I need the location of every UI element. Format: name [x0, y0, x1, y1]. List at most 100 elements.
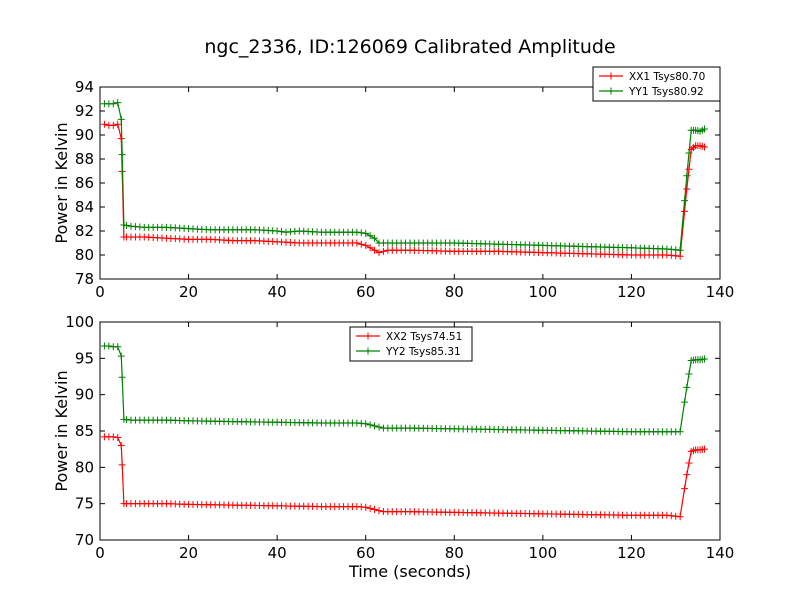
data-point — [683, 185, 691, 193]
data-point — [114, 99, 122, 107]
data-point — [701, 355, 708, 363]
x-axis-label: Time (seconds) — [348, 562, 471, 581]
data-point — [681, 207, 689, 215]
data-point — [362, 503, 370, 511]
y-tick-label: 82 — [75, 222, 94, 240]
data-point — [105, 342, 113, 350]
data-point — [366, 232, 374, 240]
data-point — [117, 442, 125, 450]
legend-label: YY2 Tsys85.31 — [385, 346, 461, 358]
y-tick-label: 78 — [75, 270, 94, 288]
data-point — [120, 221, 128, 229]
data-point — [379, 247, 387, 255]
y-tick-label: 95 — [75, 349, 94, 367]
data-point — [676, 428, 684, 436]
bottom-panel: 0 20 40 60 80 100 120 140 70 75 80 85 90 95 100 Power i… — [52, 313, 734, 581]
data-point — [683, 471, 691, 479]
data-point — [120, 415, 128, 423]
data-point — [357, 229, 365, 237]
data-point — [701, 445, 708, 453]
data-point — [371, 234, 379, 242]
data-point — [687, 357, 695, 365]
y-tick-label: 80 — [75, 458, 94, 476]
data-point — [683, 172, 691, 180]
data-point — [118, 461, 126, 469]
data-point — [681, 485, 689, 493]
legend-label: XX2 Tsys74.51 — [386, 331, 462, 343]
legend: XX1 Tsys80.70 YY1 Tsys80.92 — [592, 66, 721, 102]
legend-box — [592, 66, 721, 102]
y-tick-label: 84 — [75, 198, 94, 216]
data-point — [114, 120, 122, 128]
data-point — [366, 244, 374, 252]
data-point — [371, 422, 379, 430]
x-tick-label: 140 — [706, 544, 735, 562]
data-point — [371, 246, 379, 254]
data-point — [278, 228, 286, 236]
data-point — [118, 373, 126, 381]
legend-box — [349, 326, 473, 362]
x-tick-label: 120 — [617, 544, 646, 562]
y-tick-label: 94 — [75, 78, 94, 96]
y-axis-label: Power in Kelvin — [52, 370, 71, 491]
data-point — [375, 423, 383, 431]
y-tick-label: 90 — [75, 126, 94, 144]
data-point — [375, 249, 383, 257]
data-point — [701, 143, 708, 151]
data-point — [362, 229, 370, 237]
legend-label: YY1 Tsys80.92 — [628, 86, 704, 98]
data-point — [701, 125, 708, 133]
data-point — [685, 459, 693, 467]
data-point — [676, 252, 684, 260]
series-1-1 — [100, 120, 708, 260]
data-point — [683, 383, 691, 391]
x-tick-label: 100 — [529, 283, 558, 301]
data-point — [114, 434, 122, 442]
series-line — [104, 101, 705, 251]
data-point — [362, 420, 370, 428]
data-point — [696, 142, 704, 150]
data-point — [696, 356, 704, 364]
data-point — [118, 151, 126, 159]
data-point — [109, 100, 117, 108]
y-tick-label: 100 — [65, 313, 94, 331]
x-tick-label: 40 — [268, 283, 287, 301]
data-point — [676, 513, 684, 521]
y-axis-label: Power in Kelvin — [52, 122, 71, 243]
data-point — [117, 115, 125, 123]
legend: XX2 Tsys74.51 YY2 Tsys85.31 — [349, 326, 473, 362]
x-tick-label: 60 — [356, 544, 375, 562]
data-point — [676, 246, 684, 254]
data-point — [353, 239, 361, 247]
y-tick-label: 92 — [75, 102, 94, 120]
x-tick-label: 80 — [445, 283, 464, 301]
chart-title: ngc_2336, ID:126069 Calibrated Amplitude — [204, 36, 615, 58]
series-line — [104, 123, 705, 257]
data-point — [100, 120, 108, 128]
y-tick-label: 85 — [75, 422, 94, 440]
data-point — [696, 446, 704, 454]
data-point — [371, 505, 379, 513]
x-tick-label: 20 — [179, 544, 198, 562]
x-tick-label: 40 — [268, 544, 287, 562]
x-tick-label: 60 — [356, 283, 375, 301]
data-point — [685, 165, 693, 173]
x-tick-label: 140 — [706, 283, 735, 301]
data-point — [366, 421, 374, 429]
x-tick-label: 120 — [617, 283, 646, 301]
data-point — [362, 241, 370, 249]
data-point — [114, 343, 122, 351]
data-point — [375, 507, 383, 515]
data-point — [685, 149, 693, 157]
x-tick-label: 100 — [529, 544, 558, 562]
data-point — [120, 500, 128, 508]
data-point — [366, 504, 374, 512]
y-tick-label: 88 — [75, 150, 94, 168]
y-tick-label: 90 — [75, 386, 94, 404]
series-1-2 — [100, 99, 708, 254]
y-tick-label: 80 — [75, 246, 94, 264]
data-point — [696, 127, 704, 135]
y-tick-label: 75 — [75, 495, 94, 513]
data-point — [117, 352, 125, 360]
series-2-2 — [100, 342, 708, 436]
